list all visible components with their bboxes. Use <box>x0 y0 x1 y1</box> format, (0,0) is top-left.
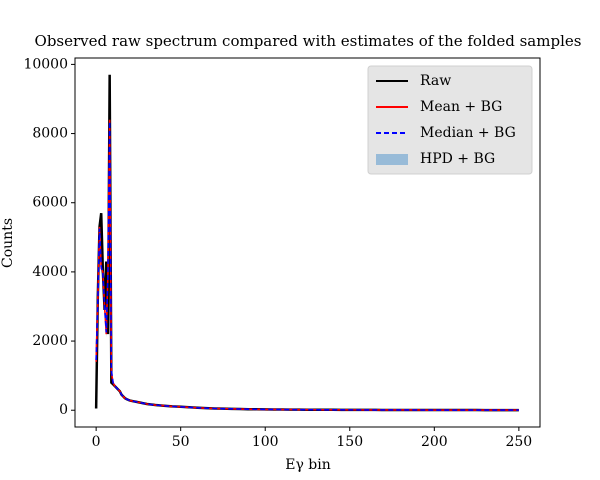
y-tick-label: 0 <box>59 402 68 418</box>
legend-label: Mean + BG <box>420 99 502 115</box>
plot-frame <box>74 57 541 428</box>
x-axis-label: Eγ bin <box>285 457 331 473</box>
x-tick-label: 150 <box>336 434 363 450</box>
legend-label: Median + BG <box>420 125 516 141</box>
x-tick-label: 250 <box>505 434 532 450</box>
y-axis-label: Counts <box>0 218 16 268</box>
y-tick-label: 2000 <box>32 333 68 349</box>
x-tick-label: 50 <box>172 434 190 450</box>
chart-title: Observed raw spectrum compared with esti… <box>35 32 582 50</box>
legend-label: Raw <box>420 73 451 89</box>
legend-box <box>367 65 533 175</box>
y-tick-label: 8000 <box>32 126 68 142</box>
legend-patch <box>376 154 408 165</box>
y-tick-label: 10000 <box>23 56 68 72</box>
legend-label: HPD + BG <box>420 151 495 167</box>
y-tick-label: 6000 <box>32 195 68 211</box>
x-tick-label: 200 <box>421 434 448 450</box>
y-tick-label: 4000 <box>32 264 68 280</box>
x-tick-label: 100 <box>252 434 279 450</box>
series-line <box>95 121 519 411</box>
x-tick-label: 0 <box>92 434 101 450</box>
